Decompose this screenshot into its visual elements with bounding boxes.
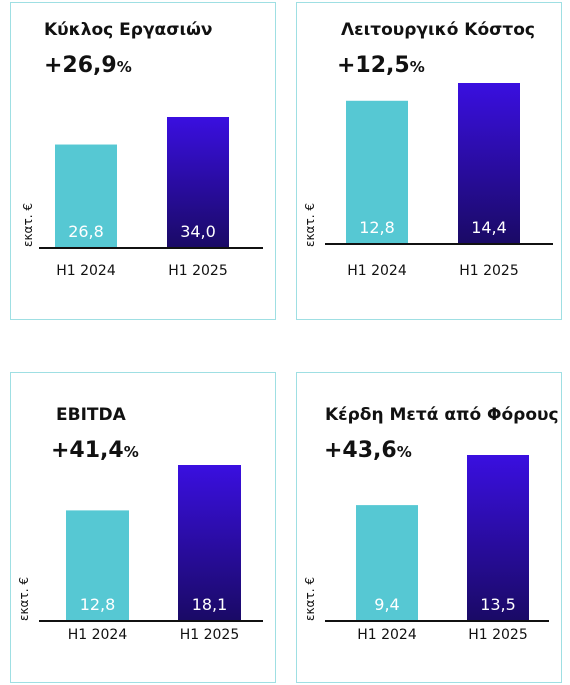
bar-chart: 9,4 H1 2024 13,5 H1 2025: [325, 455, 549, 643]
x-tick-label: H1 2024: [68, 627, 128, 643]
x-tick-label: H1 2025: [180, 627, 240, 643]
chart-panel-ebitda: EBITDA +41,4% εκατ. € 12,8 H1 2024 18,1 H1 …: [10, 372, 276, 683]
bar-value-label: 18,1: [192, 595, 228, 614]
change-percentage: +43,6%: [324, 438, 412, 463]
bar-h1-2024: [356, 505, 418, 620]
bar-h1-2024: [346, 100, 408, 244]
x-tick-label: H1 2024: [357, 627, 417, 643]
chart-title: EBITDA: [56, 405, 126, 425]
bar-value-label: 13,5: [480, 595, 516, 614]
x-tick-label: H1 2025: [459, 263, 519, 279]
bar-h1-2025: [458, 83, 520, 243]
chart-panel-operating-cost: Λειτουργικό Κόστος +12,5% εκατ. € 12,8 H1…: [296, 2, 562, 320]
chart-title: Κύκλος Εργασιών: [44, 20, 213, 40]
chart-panel-turnover: Κύκλος Εργασιών +26,9% εκατ. € 26,8 H1 20…: [10, 2, 276, 320]
change-percentage: +41,4%: [51, 438, 139, 463]
change-percentage: +12,5%: [337, 53, 425, 78]
bar-value-label: 34,0: [180, 222, 216, 241]
chart-panel-net-profit: Κέρδη Μετά από Φόρους +43,6% εκατ. € 9,4…: [296, 372, 562, 683]
bar-chart: 12,8 H1 2024 18,1 H1 2025: [39, 465, 263, 643]
x-tick-label: H1 2024: [347, 263, 407, 279]
bar-h1-2025: [467, 455, 529, 620]
bar-chart: 26,8 H1 2024 34,0 H1 2025: [39, 117, 263, 279]
x-tick-label: H1 2025: [468, 627, 528, 643]
bar-h1-2024: [66, 510, 129, 620]
bar-chart: 12,8 H1 2024 14,4 H1 2025: [325, 83, 553, 279]
bar-value-label: 9,4: [374, 595, 399, 614]
x-tick-label: H1 2025: [168, 263, 228, 279]
bar-value-label: 12,8: [359, 218, 395, 237]
bar-h1-2024: [55, 144, 117, 247]
bar-value-label: 26,8: [68, 222, 104, 241]
x-tick-label: H1 2024: [56, 263, 116, 279]
change-percentage: +26,9%: [44, 53, 132, 78]
bar-value-label: 12,8: [80, 595, 116, 614]
bar-value-label: 14,4: [471, 218, 507, 237]
chart-title: Λειτουργικό Κόστος: [341, 20, 535, 40]
chart-title: Κέρδη Μετά από Φόρους: [325, 405, 559, 425]
bar-h1-2025: [178, 465, 241, 620]
bar-h1-2025: [167, 117, 229, 247]
